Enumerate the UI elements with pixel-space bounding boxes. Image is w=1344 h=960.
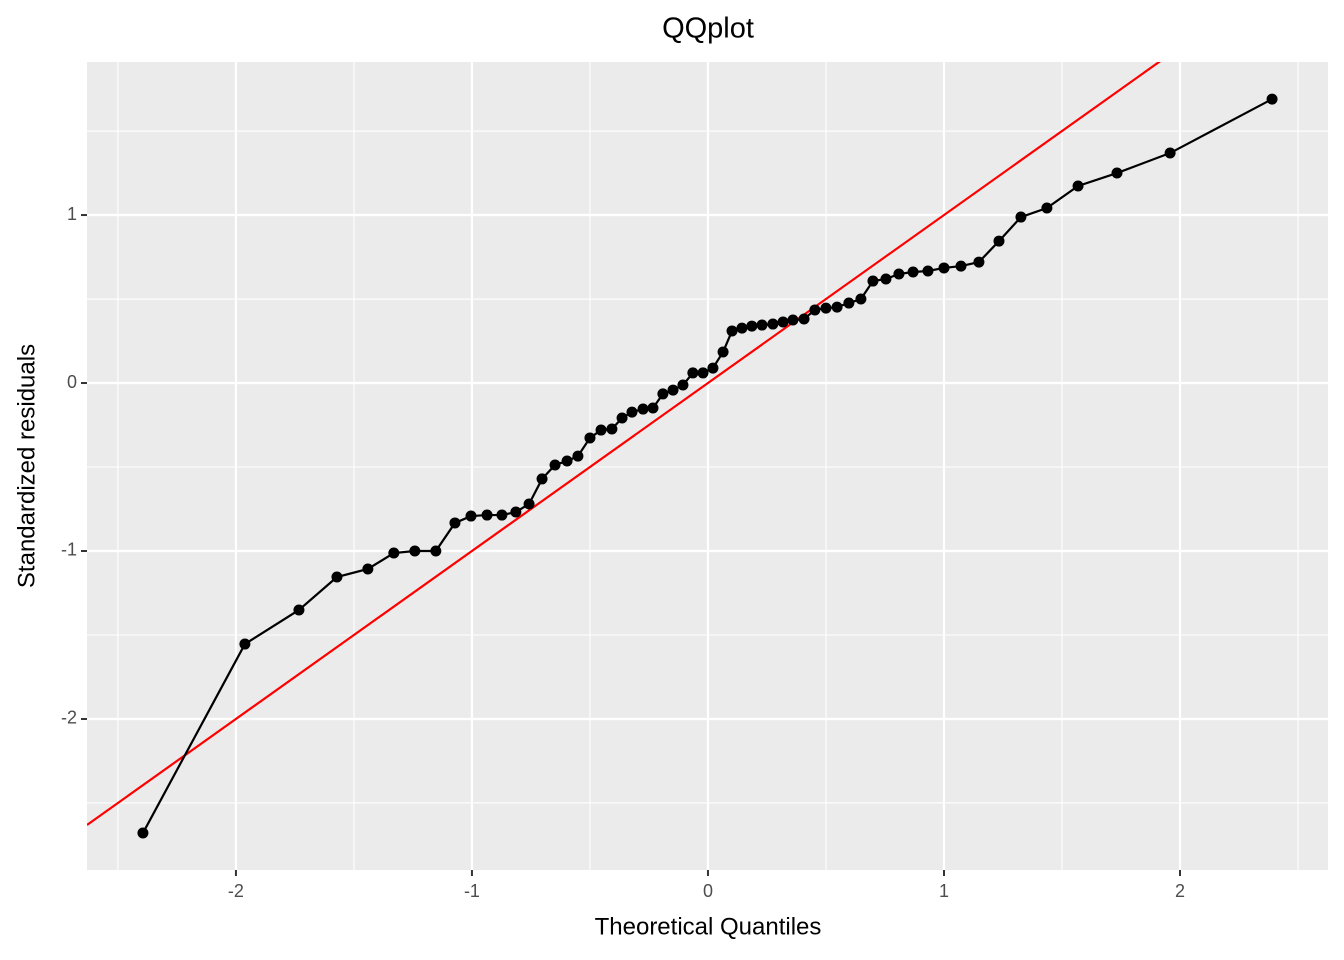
x-tick-label: 0: [703, 881, 713, 901]
x-tick-label: 2: [1175, 881, 1185, 901]
data-point: [867, 275, 879, 287]
data-point: [880, 273, 892, 285]
chart-title: QQplot: [662, 13, 754, 45]
data-point: [973, 256, 985, 268]
plot-area: [87, 62, 1278, 839]
grid: [87, 62, 1328, 870]
data-point: [667, 384, 679, 396]
data-point: [767, 318, 779, 330]
data-point: [855, 293, 867, 305]
x-axis-title: Theoretical Quantiles: [595, 913, 822, 940]
y-tick-label: 1: [67, 204, 77, 224]
data-point: [465, 510, 477, 522]
data-point: [820, 302, 832, 314]
data-point: [362, 563, 374, 575]
data-point: [907, 266, 919, 278]
y-tick-label: -1: [61, 540, 77, 560]
data-point: [239, 638, 251, 650]
data-point: [1041, 202, 1053, 214]
data-point: [893, 268, 905, 280]
data-point: [409, 545, 421, 557]
data-point: [1266, 93, 1278, 105]
y-axis-title: Standardized residuals: [13, 344, 40, 588]
data-point: [798, 313, 810, 325]
data-point: [697, 367, 709, 379]
data-point: [1072, 180, 1084, 192]
data-point: [572, 450, 584, 462]
data-point: [523, 498, 535, 510]
data-point: [955, 260, 967, 272]
data-point: [536, 473, 548, 485]
data-point: [293, 604, 305, 616]
data-point: [1111, 167, 1123, 179]
data-point: [831, 301, 843, 313]
data-point: [687, 367, 699, 379]
data-point: [549, 459, 561, 471]
data-point: [626, 406, 638, 418]
data-point: [496, 509, 508, 521]
data-point: [809, 304, 821, 316]
data-point: [707, 362, 719, 374]
data-point: [726, 325, 738, 337]
data-point: [1164, 147, 1176, 159]
x-tick-label: 1: [939, 881, 949, 901]
data-point: [746, 320, 758, 332]
data-point: [510, 506, 522, 518]
data-point: [1015, 211, 1027, 223]
data-point: [616, 412, 628, 424]
data-point: [938, 262, 950, 274]
y-tick-label: 0: [67, 372, 77, 392]
data-point: [561, 455, 573, 467]
data-point: [756, 319, 768, 331]
data-point: [430, 545, 442, 557]
data-point: [717, 346, 729, 358]
data-point: [647, 402, 659, 414]
data-point: [736, 322, 748, 334]
x-tick-label: -1: [464, 881, 480, 901]
data-point: [449, 517, 461, 529]
y-tick-label: -2: [61, 708, 77, 728]
data-point: [657, 388, 669, 400]
data-point: [843, 297, 855, 309]
x-tick-label: -2: [228, 881, 244, 901]
data-point: [481, 509, 493, 521]
data-point: [595, 424, 607, 436]
data-point: [637, 403, 649, 415]
data-point: [331, 571, 343, 583]
data-point: [787, 314, 799, 326]
data-point: [584, 432, 596, 444]
data-point: [993, 235, 1005, 247]
data-point: [606, 423, 618, 435]
data-point: [922, 265, 934, 277]
data-point: [137, 827, 149, 839]
reference-line: [87, 62, 1161, 826]
data-point: [677, 379, 689, 391]
data-point: [388, 547, 400, 559]
data-point: [777, 316, 789, 328]
